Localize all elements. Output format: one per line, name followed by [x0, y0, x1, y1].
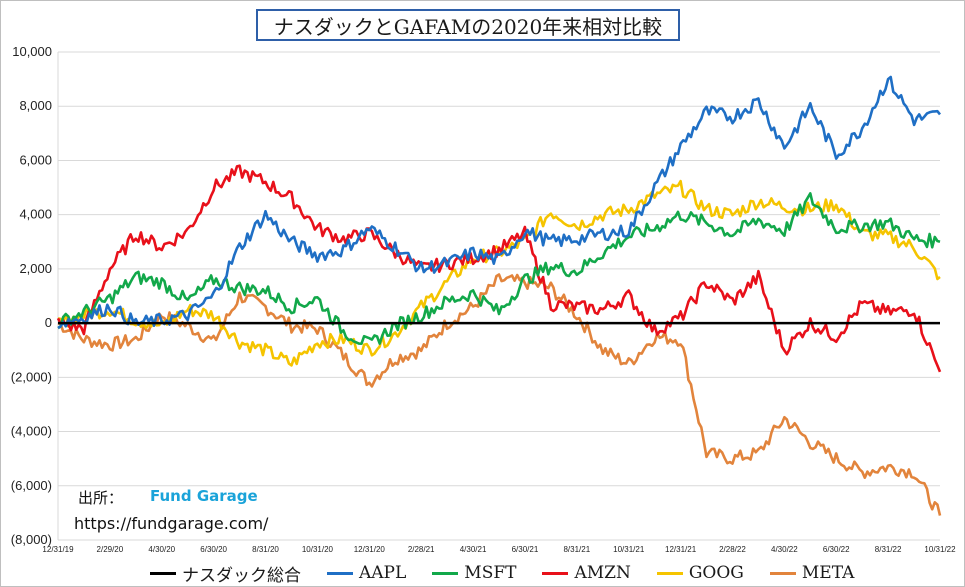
legend-item-goog: GOOG — [656, 563, 744, 583]
y-tick-label: 6,000 — [19, 152, 52, 167]
y-tick-label: 4,000 — [19, 207, 52, 222]
legend-label-msft: MSFT — [464, 563, 517, 583]
series-lines — [56, 75, 942, 516]
legend-item-msft: MSFT — [432, 563, 516, 583]
legend-swatch-goog — [656, 571, 683, 575]
x-tick-label: 4/30/22 — [771, 545, 798, 554]
source-brand: Fund Garage — [150, 487, 258, 505]
legend-label-amzn: AMZN — [574, 563, 631, 583]
x-tick-label: 8/31/22 — [875, 545, 902, 554]
legend-label-nasdaq: ナスダック総合 — [182, 565, 301, 586]
y-tick-label: 8,000 — [19, 98, 52, 113]
x-tick-label: 10/31/22 — [924, 545, 956, 554]
y-tick-label: (6,000) — [11, 478, 52, 493]
series-line-msft — [57, 192, 941, 346]
y-tick-label: 10,000 — [12, 44, 52, 59]
x-tick-label: 12/31/21 — [665, 545, 697, 554]
legend-swatch-aapl — [327, 571, 353, 575]
chart-legend: ナスダック総合 AAPL MSFT AMZN GOOG META — [150, 561, 855, 586]
source-url: https://fundgarage.com/ — [74, 514, 269, 533]
series-line-meta — [57, 273, 942, 516]
chart-title: ナスダックとGAFAMの2020年来相対比較 — [256, 9, 680, 41]
y-tick-label: (2,000) — [11, 369, 52, 384]
legend-swatch-msft — [432, 571, 459, 575]
x-tick-label: 6/30/22 — [823, 545, 850, 554]
series-line-amzn — [56, 164, 942, 373]
legend-item-meta: META — [769, 563, 855, 583]
y-axis-ticks: 10,000 8,000 6,000 4,000 2,000 0 (2,000) (4,000… — [11, 44, 52, 547]
x-tick-label: 12/31/19 — [42, 545, 74, 554]
x-axis-ticks: 12/31/19 2/29/20 4/30/20 6/30/20 8/31/20 10/3… — [42, 545, 956, 554]
x-tick-label: 2/29/20 — [97, 545, 124, 554]
legend-label-aapl: AAPL — [359, 563, 407, 583]
x-tick-label: 2/28/22 — [719, 545, 746, 554]
legend-item-amzn: AMZN — [542, 563, 631, 583]
legend-item-nasdaq: ナスダック総合 — [150, 561, 301, 586]
x-tick-label: 4/30/20 — [148, 545, 175, 554]
source-label: 出所： — [78, 489, 124, 507]
legend-label-meta: META — [801, 563, 855, 583]
x-tick-label: 10/31/21 — [613, 545, 645, 554]
legend-label-goog: GOOG — [688, 563, 744, 583]
y-tick-label: (4,000) — [11, 424, 52, 439]
y-tick-label: (8,000) — [11, 532, 52, 547]
x-tick-label: 8/31/21 — [563, 545, 590, 554]
legend-swatch-nasdaq — [150, 571, 176, 575]
legend-item-aapl: AAPL — [327, 563, 406, 583]
legend-swatch-amzn — [542, 571, 569, 575]
x-tick-label: 8/31/20 — [252, 545, 279, 554]
x-tick-label: 10/31/20 — [302, 545, 334, 554]
y-tick-label: 0 — [45, 315, 52, 330]
y-tick-label: 2,000 — [19, 261, 52, 276]
x-tick-label: 12/31/20 — [354, 545, 386, 554]
x-tick-label: 4/30/21 — [460, 545, 487, 554]
x-tick-label: 6/30/21 — [512, 545, 539, 554]
x-tick-label: 2/28/21 — [408, 545, 435, 554]
series-line-aapl — [57, 75, 942, 330]
legend-swatch-meta — [769, 571, 796, 575]
x-tick-label: 6/30/20 — [200, 545, 227, 554]
